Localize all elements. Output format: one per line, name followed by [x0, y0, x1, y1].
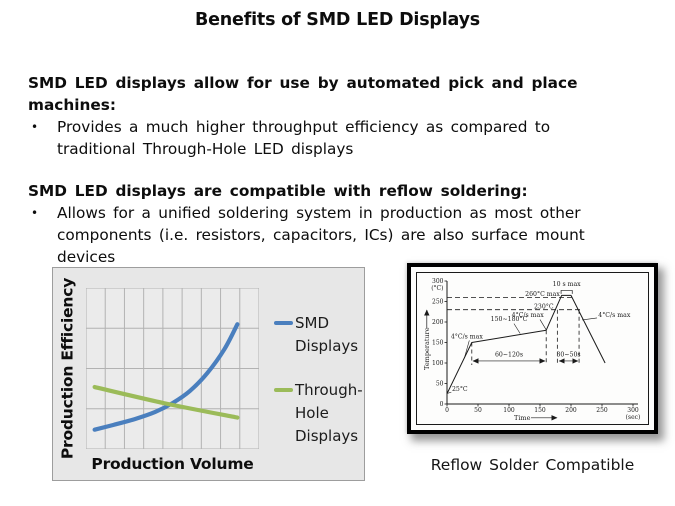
reflow-annotation: 300 — [432, 278, 444, 285]
reflow-annotation: 4°C/s max — [451, 333, 484, 340]
reflow-figure-border: 0 50 100 150 200 250 300 (sec) 0 50 100 150 200 250 30… — [416, 272, 649, 425]
text-section-2: SMD LED displays are compatible with ref… — [28, 180, 634, 268]
bullet-text-line: components (i.e. resistors, capacitors, … — [57, 226, 585, 244]
section-heading-line: SMD LED displays allow for use by automa… — [28, 74, 578, 92]
bullet-text-line: Allows for a unified soldering system in… — [57, 204, 581, 222]
efficiency-y-axis-label: Production Efficiency — [58, 277, 77, 460]
section-heading-line: SMD LED displays are compatible with ref… — [28, 182, 528, 200]
reflow-annotation: 260°C max — [525, 291, 560, 298]
reflow-annotation: 150 — [534, 407, 546, 414]
bullet-marker: • — [31, 120, 39, 134]
reflow-annotation: 30~50s — [556, 351, 580, 358]
slide-title: Benefits of SMD LED Displays — [194, 10, 481, 30]
series-through-hole-displays — [92, 384, 240, 420]
reflow-annotation: 250 — [432, 299, 444, 306]
reflow-annotation: 4°C/s max — [512, 312, 545, 319]
reflow-annotation: 50 — [474, 407, 482, 414]
reflow-profile-line — [446, 294, 606, 394]
reflow-annotation: 300 — [627, 407, 639, 414]
reflow-annotation: 10 s max — [553, 281, 582, 288]
reflow-annotation: 100 — [432, 360, 444, 367]
reflow-y-axis-label: Temperature — [423, 327, 431, 370]
production-efficiency-chart: Production Efficiency Production Volume … — [52, 267, 365, 481]
reflow-annotation: (°C) — [431, 285, 443, 292]
legend-line-swatch — [274, 388, 293, 392]
reflow-annotation: 60~120s — [495, 351, 523, 358]
efficiency-chart-plot — [86, 288, 259, 449]
legend-label: SMD Displays — [295, 314, 359, 355]
reflow-annotation: 150~180°C — [491, 316, 528, 323]
efficiency-x-axis-label: Production Volume — [91, 455, 254, 473]
section-heading-line: machines: — [28, 96, 116, 114]
efficiency-chart-legend: SMD Displays Through- Hole Displays — [274, 268, 366, 482]
reflow-annotation: 4°C/s max — [598, 312, 631, 319]
reflow-annotation: 100 — [503, 407, 515, 414]
legend-entry: SMD Displays — [274, 312, 358, 358]
bullet-text-line: Provides a much higher throughput effici… — [57, 118, 551, 136]
reflow-profile-figure: 0 50 100 150 200 250 300 (sec) 0 50 100 150 200 250 30… — [407, 263, 658, 434]
reflow-annotation: 25°C — [452, 386, 468, 393]
bullet-item: • Provides a much higher throughput effic… — [28, 116, 634, 160]
legend-label: Through- Hole Displays — [295, 381, 363, 445]
reflow-annotation: 250 — [596, 407, 608, 414]
legend-line-swatch — [274, 321, 293, 325]
bullet-text-line: traditional Through-Hole LED displays — [57, 140, 354, 158]
reflow-annotation: 0 — [445, 407, 449, 414]
bullet-text-line: devices — [57, 248, 116, 266]
reflow-x-axis-label: Time — [514, 414, 531, 422]
reflow-annotation: 200 — [432, 319, 444, 326]
reflow-annotation: (sec) — [626, 414, 641, 421]
legend-entry: Through- Hole Displays — [274, 379, 363, 448]
reflow-annotation: 0 — [440, 401, 444, 408]
reflow-chart-plot: 0 50 100 150 200 250 300(sec)05010015020025030… — [423, 278, 641, 422]
figure-caption: Reflow Solder Compatible — [430, 456, 635, 474]
bullet-marker: • — [31, 206, 39, 220]
body-text-block: SMD LED displays allow for use by automa… — [28, 72, 634, 268]
reflow-annotation: 230°C — [534, 303, 554, 310]
reflow-annotation: 50 — [436, 381, 444, 388]
reflow-annotation: 150 — [432, 340, 444, 347]
bullet-item: • Allows for a unified soldering system i… — [28, 202, 634, 268]
text-section-1: SMD LED displays allow for use by automa… — [28, 72, 634, 160]
reflow-annotation: 200 — [565, 407, 577, 414]
